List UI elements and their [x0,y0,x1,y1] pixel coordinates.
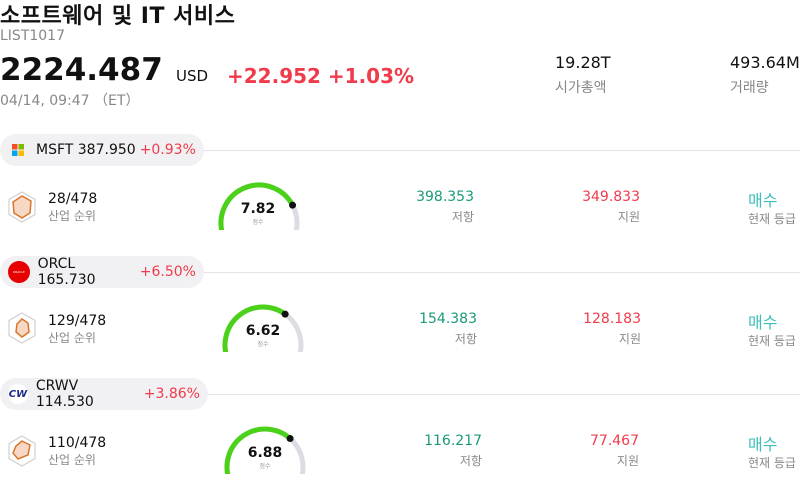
market-cap-value: 19.28T [555,53,611,72]
gauge-marker [289,201,297,209]
stock-symbol-price: ORCL 165.730 [37,256,96,288]
market-cap-label: 시가총액 [555,80,607,96]
resistance-value: 116.217 [424,433,482,449]
microsoft-logo-icon [8,140,28,160]
stock-change: +0.93% [139,142,196,158]
score-value: 6.62 [245,323,281,339]
score-gauge [216,180,302,239]
coreweave-logo-text: CW [8,388,28,400]
page-title: 소프트웨어 및 IT 서비스 [0,4,236,29]
score-value: 6.88 [247,445,283,461]
stock-symbol-price: MSFT 387.950 [36,142,136,158]
resistance-label: 저항 [459,454,482,468]
stock-chip-msft[interactable]: MSFT 387.950 +0.93% [0,134,204,166]
industry-rank-label: 산업 순위 [48,453,96,467]
score-value: 7.82 [240,201,276,217]
gauge-marker [281,310,289,318]
stock-change: +3.86% [143,386,200,402]
timestamp: 04/14, 09:47 （ET） [0,93,140,109]
score-gauge [222,424,308,483]
gauge-fill [224,426,293,483]
resistance-label: 저항 [454,332,477,346]
rating-value: 매수 [748,435,778,454]
resistance-label: 저항 [451,210,474,224]
support-label: 지원 [617,210,640,224]
rating-label: 현재 등급 [748,212,796,226]
index-price: 2224.487 [0,52,163,88]
index-change: +22.952 +1.03% [227,64,415,88]
industry-rank-icon [8,191,36,227]
rating-value: 매수 [748,191,778,210]
index-code: LIST1017 [0,28,65,44]
industry-rank-value: 129/478 [48,313,107,329]
gauge-fill [218,182,296,239]
score-label: 점수 [257,341,269,348]
support-value: 77.467 [590,433,639,449]
divider [0,150,800,151]
stock-chip-crwv[interactable]: CW CRWV 114.530 +3.86% [0,378,208,410]
industry-rank-value: 110/478 [48,435,107,451]
stock-change: +6.50% [139,264,196,280]
score-label: 점수 [259,463,271,470]
rating-label: 현재 등급 [748,456,796,470]
coreweave-logo-icon: CW [8,384,28,404]
industry-rank-label: 산업 순위 [48,209,96,223]
industry-rank-label: 산업 순위 [48,331,96,345]
volume-label: 거래량 [730,80,769,96]
rating-value: 매수 [748,313,778,332]
volume-value: 493.64M [730,53,800,72]
rating-label: 현재 등급 [748,334,796,348]
score-gauge [220,302,306,361]
industry-rank-icon [8,435,36,471]
divider [0,394,800,395]
score-label: 점수 [252,219,264,226]
oracle-logo-icon: ORACLE [8,261,30,283]
support-label: 지원 [616,454,639,468]
industry-rank-icon [8,312,36,348]
gauge-fill [222,304,288,361]
currency-label: USD [176,67,209,85]
resistance-value: 398.353 [416,189,474,205]
oracle-logo-text: ORACLE [12,270,25,274]
industry-rank-value: 28/478 [48,191,98,207]
stock-chip-orcl[interactable]: ORACLE ORCL 165.730 +6.50% [0,256,204,288]
support-value: 128.183 [583,311,641,327]
divider [0,272,800,273]
support-value: 349.833 [582,189,640,205]
support-label: 지원 [618,332,641,346]
gauge-marker [286,434,294,442]
resistance-value: 154.383 [419,311,477,327]
stock-symbol-price: CRWV 114.530 [35,378,94,410]
